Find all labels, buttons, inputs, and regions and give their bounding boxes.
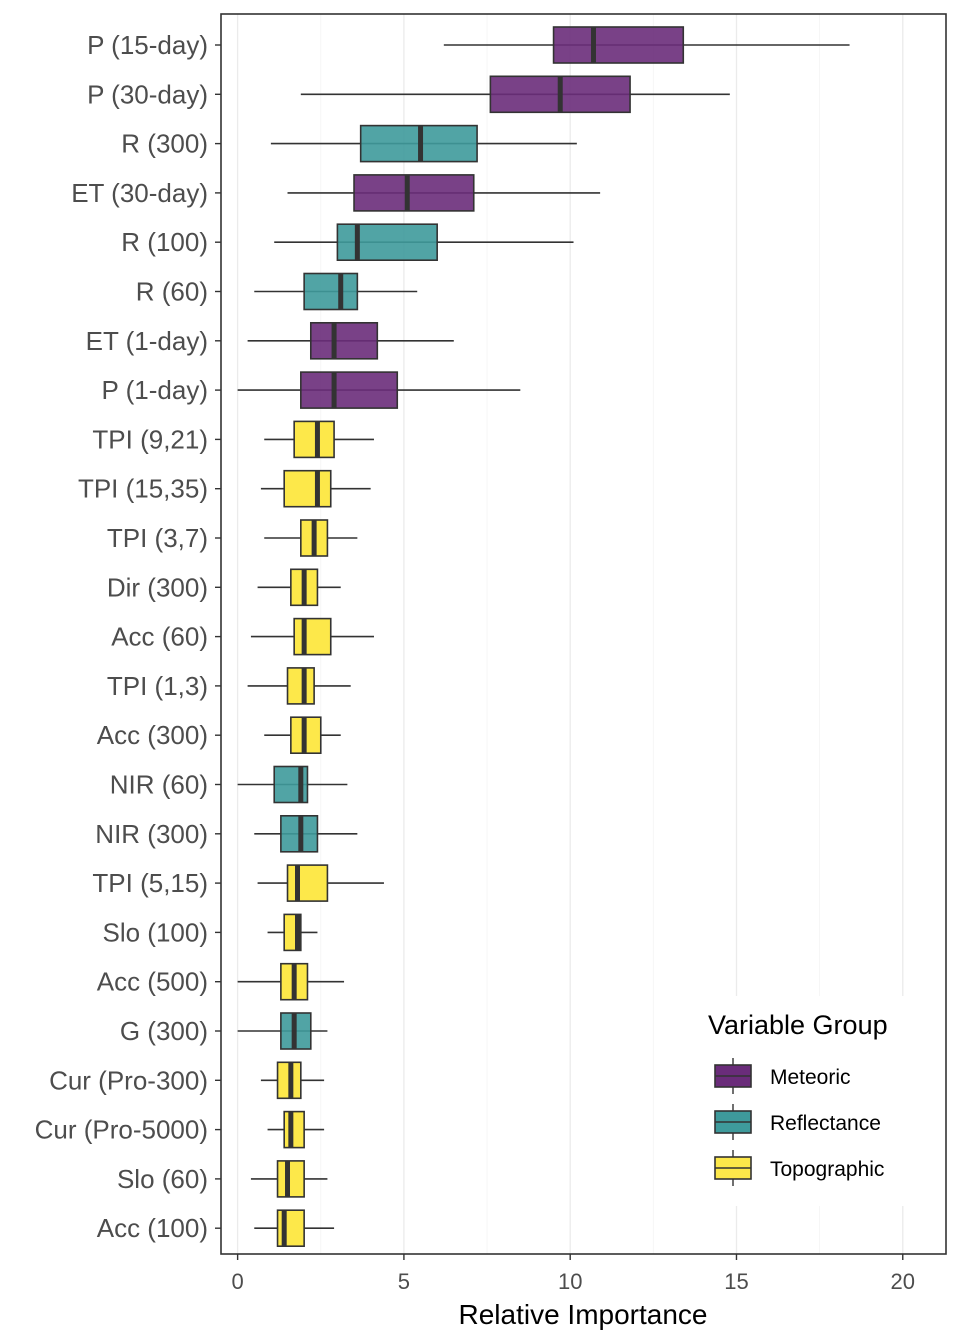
legend: Variable Group Meteoric Reflectance Topogr… bbox=[696, 996, 920, 1206]
box-iqr bbox=[276, 1160, 305, 1198]
y-tick-label: Acc (500) bbox=[97, 967, 208, 997]
box-nir-300 bbox=[254, 814, 358, 853]
box-iqr bbox=[286, 864, 329, 902]
box-p-1-day bbox=[237, 371, 521, 409]
y-tick-label: Cur (Pro-300) bbox=[49, 1065, 208, 1095]
x-tick-label: 5 bbox=[398, 1269, 410, 1294]
box-p-15-day bbox=[443, 26, 850, 64]
y-tick-label: NIR (60) bbox=[110, 770, 208, 800]
box-slo-60 bbox=[250, 1160, 328, 1198]
legend-keys: Meteoric Reflectance Topographic bbox=[714, 1058, 884, 1186]
y-tick-label: Slo (60) bbox=[117, 1164, 208, 1194]
y-tick-label: TPI (3,7) bbox=[107, 523, 208, 553]
box-dir-300 bbox=[257, 568, 341, 607]
y-tick-label: Acc (300) bbox=[97, 720, 208, 750]
box-iqr bbox=[293, 617, 332, 656]
y-tick-labels: P (15-day) P (30-day) R (300) ET (30-day) R … bbox=[35, 30, 221, 1243]
x-axis-title: Relative Importance bbox=[458, 1299, 707, 1330]
y-tick-label: Cur (Pro-5000) bbox=[35, 1115, 208, 1145]
y-tick-label: R (100) bbox=[121, 227, 208, 257]
box-iqr bbox=[309, 321, 379, 360]
box-tpi-5-15 bbox=[257, 864, 384, 902]
legend-item-reflectance: Reflectance bbox=[714, 1104, 881, 1140]
plot-border bbox=[220, 13, 947, 1255]
box-iqr bbox=[300, 371, 399, 409]
legend-label: Reflectance bbox=[770, 1112, 881, 1135]
y-tick-label: P (15-day) bbox=[87, 30, 208, 60]
legend-label: Topographic bbox=[770, 1158, 884, 1181]
y-tick-label: G (300) bbox=[120, 1016, 208, 1046]
y-tick-label: Acc (100) bbox=[97, 1213, 208, 1243]
box-tpi-9-21 bbox=[264, 420, 374, 459]
box-iqr bbox=[293, 420, 335, 459]
y-tick-label: P (1-day) bbox=[102, 375, 208, 405]
y-tick-label: TPI (15,35) bbox=[78, 474, 208, 504]
legend-title: Variable Group bbox=[708, 1010, 888, 1040]
y-tick-label: Slo (100) bbox=[103, 917, 209, 947]
box-iqr bbox=[303, 272, 359, 311]
box-slo-100 bbox=[267, 913, 318, 952]
box-iqr bbox=[283, 469, 332, 508]
box-iqr bbox=[286, 667, 315, 705]
y-tick-label: ET (1-day) bbox=[86, 326, 208, 356]
x-tick-label: 15 bbox=[724, 1269, 748, 1294]
box-iqr bbox=[353, 174, 475, 212]
box-tpi-15-35 bbox=[260, 469, 371, 508]
box-iqr bbox=[552, 26, 685, 64]
box-iqr bbox=[276, 1209, 305, 1247]
box-r-100 bbox=[274, 223, 574, 261]
x-axis: 0 5 10 15 20 bbox=[232, 1254, 915, 1294]
box-iqr bbox=[336, 223, 438, 261]
box-cur-pro-300 bbox=[260, 1061, 325, 1100]
legend-item-meteoric: Meteoric bbox=[714, 1058, 851, 1094]
y-tick-label: TPI (9,21) bbox=[92, 424, 208, 454]
y-tick-label: ET (30-day) bbox=[71, 178, 208, 208]
box-tpi-1-3 bbox=[247, 667, 351, 705]
box-acc-300 bbox=[264, 716, 341, 755]
legend-label: Meteoric bbox=[770, 1066, 851, 1089]
box-series bbox=[237, 26, 850, 1247]
y-tick-label: NIR (300) bbox=[95, 819, 208, 849]
box-g-300 bbox=[237, 1012, 328, 1050]
box-r-60 bbox=[254, 272, 418, 311]
box-cur-pro-5000 bbox=[267, 1110, 325, 1149]
y-tick-label: TPI (5,15) bbox=[92, 868, 208, 898]
y-tick-label: R (300) bbox=[121, 129, 208, 159]
y-tick-label: Dir (300) bbox=[107, 572, 208, 602]
box-acc-60 bbox=[250, 617, 374, 656]
box-iqr bbox=[283, 1110, 305, 1149]
box-nir-60 bbox=[237, 765, 348, 804]
box-r-300 bbox=[270, 124, 577, 163]
y-tick-label: TPI (1,3) bbox=[107, 671, 208, 701]
box-et-30-day bbox=[287, 174, 601, 212]
box-p-30-day bbox=[300, 75, 730, 114]
y-tick-label: Acc (60) bbox=[111, 622, 208, 652]
box-acc-100 bbox=[254, 1209, 335, 1247]
y-tick-label: R (60) bbox=[136, 277, 208, 307]
box-tpi-3-7 bbox=[264, 519, 358, 557]
x-tick-label: 0 bbox=[232, 1269, 244, 1294]
box-acc-500 bbox=[237, 962, 345, 1001]
box-et-1-day bbox=[247, 321, 454, 360]
y-tick-label: P (30-day) bbox=[87, 79, 208, 109]
legend-item-topographic: Topographic bbox=[714, 1150, 884, 1186]
x-tick-label: 20 bbox=[891, 1269, 915, 1294]
x-tick-label: 10 bbox=[558, 1269, 582, 1294]
